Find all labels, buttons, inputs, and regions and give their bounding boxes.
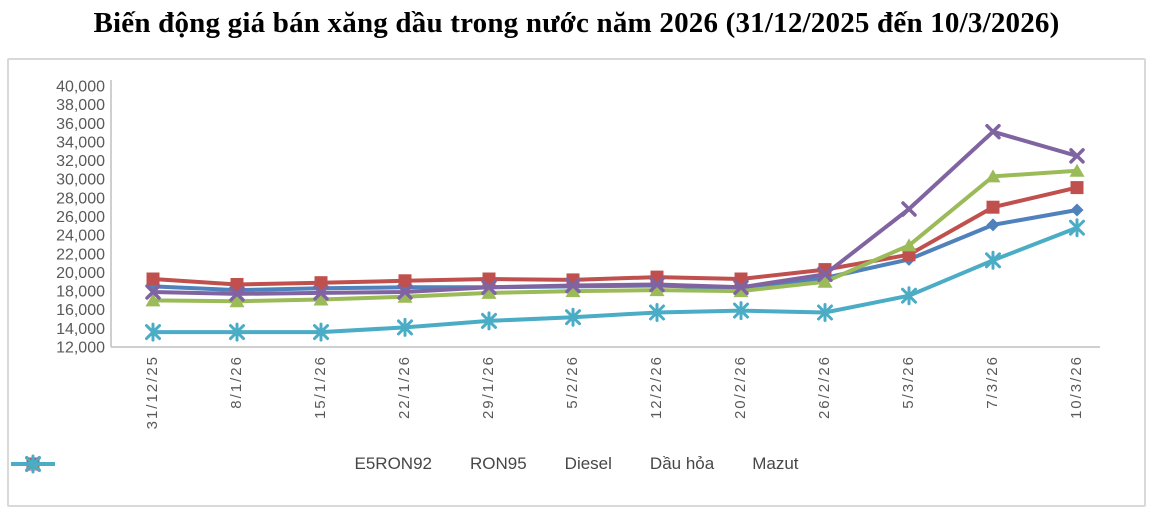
y-axis-tick-label: 36,000 [56,116,105,133]
series-line-RON95 [151,185,1079,287]
triangle-marker [733,284,749,298]
triangle-marker [649,283,665,297]
x-marker [901,201,917,217]
y-axis-tick-label: 20,000 [56,265,105,282]
square-marker [902,248,916,262]
chart-legend: E5RON92 RON95 Diesel Dầu hỏa Mazut [9,454,1144,474]
x-marker [985,123,1001,140]
triangle-marker [397,289,413,303]
asterisk-marker [649,303,665,322]
triangle-marker [145,293,161,307]
legend-label: Mazut [752,454,799,473]
y-axis-tick-label: 30,000 [56,172,105,189]
y-axis-tick-label: 22,000 [56,246,105,263]
x-marker [649,276,665,293]
asterisk-marker [1069,218,1085,238]
y-axis-tick-label: 18,000 [56,284,105,301]
square-marker [986,200,1000,214]
x-marker [733,279,749,296]
y-axis-tick-label: 28,000 [56,190,105,207]
x-axis-tick-label: 8/1/26 [228,355,245,409]
x-marker [1069,148,1085,164]
asterisk-marker [145,322,161,342]
square-marker [230,278,244,291]
asterisk-marker [985,250,1001,270]
legend-item-RON95: RON95 [11,454,527,474]
diamond-marker [986,218,1000,232]
legend-label: E5RON92 [354,454,432,473]
y-axis-tick-label: 34,000 [56,134,105,151]
series-line-Dầu hỏa [151,129,1079,296]
series-line-Mazut [151,225,1079,335]
square-marker [146,272,160,286]
x-marker [313,285,329,301]
y-axis-tick-label: 32,000 [56,153,105,170]
square-marker [1070,181,1084,195]
triangle-marker [313,292,329,306]
legend-item-Dầu hỏa: Dầu hỏa [11,454,715,474]
legend-item-E5RON92: E5RON92 [11,454,432,474]
legend-item-Mazut: Mazut [11,454,799,474]
x-axis-tick-label: 31/12/25 [144,355,161,429]
legend-item-Diesel: Diesel [11,454,612,474]
y-axis-tick-label: 26,000 [56,209,105,226]
triangle-marker [229,294,245,308]
x-marker [145,284,161,300]
x-axis-tick-label: 5/3/26 [900,355,917,409]
x-marker [817,266,833,283]
triangle-marker [481,285,497,299]
x-axis-tick-label: 20/2/26 [732,355,749,419]
x-axis-tick-label: 22/1/26 [396,355,413,419]
x-axis-tick-label: 15/1/26 [312,355,329,419]
y-axis-tick-label: 12,000 [56,340,105,357]
diamond-marker [1070,203,1084,217]
x-marker [229,286,245,302]
triangle-marker [901,238,917,252]
x-axis-tick-label: 5/2/26 [564,355,581,409]
triangle-marker [565,284,581,298]
x-axis-tick-label: 26/2/26 [816,355,833,419]
chart-frame: 40,000 38,000 36,000 34,000 32,000 30,000 28,0… [7,58,1146,507]
y-axis-tick-label: 40,000 [56,79,105,96]
asterisk-marker [817,303,833,322]
series-line-Diesel [151,168,1079,304]
y-axis-tick-label: 38,000 [56,97,105,114]
chart-title: Biến động giá bán xăng dầu trong nước nă… [93,7,1060,39]
x-marker [565,277,581,294]
x-axis-tick-label: 12/2/26 [648,355,665,419]
legend-marker-icon [11,454,55,474]
x-axis-tick-label: 10/3/26 [1068,355,1085,419]
asterisk-marker [481,311,497,331]
x-marker [481,279,497,296]
asterisk-marker [397,317,413,337]
legend-label: RON95 [469,454,527,473]
x-axis-tick-label: 7/3/26 [984,355,1001,409]
y-axis-tick-label: 16,000 [56,302,105,319]
triangle-marker [817,274,833,288]
asterisk-marker [229,322,245,342]
legend-label: Dầu hỏa [649,454,715,473]
square-marker [314,276,328,290]
x-axis-tick-label: 29/1/26 [480,355,497,419]
square-marker [398,274,412,288]
triangle-marker [985,169,1001,183]
y-axis-tick-label: 24,000 [56,228,105,245]
x-marker [397,284,413,300]
asterisk-marker [565,307,581,327]
y-axis-tick-label: 14,000 [56,321,105,338]
asterisk-marker [313,322,329,342]
asterisk-marker [733,301,749,321]
triangle-marker [1069,163,1085,177]
legend-label: Diesel [564,454,612,473]
asterisk-marker [901,286,917,306]
